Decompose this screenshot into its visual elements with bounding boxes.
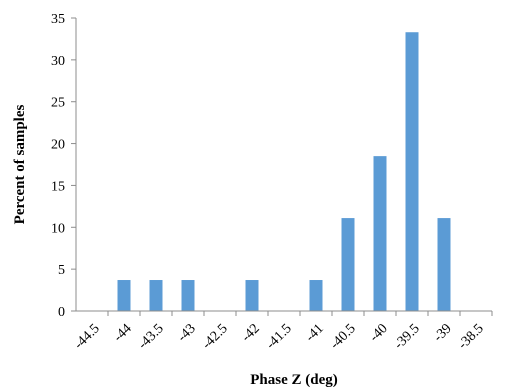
x-tick-label: -43 bbox=[175, 321, 199, 345]
x-axis-title: Phase Z (deg) bbox=[250, 372, 338, 388]
bar--40.5 bbox=[341, 218, 355, 311]
bars bbox=[117, 32, 451, 311]
y-tick-label: 10 bbox=[51, 221, 65, 236]
y-tick-label: 35 bbox=[51, 12, 65, 27]
bar--43 bbox=[181, 280, 195, 311]
x-tick-label: -41 bbox=[303, 321, 327, 345]
y-axis-ticks: 0 5 10 15 20 25 30 35 bbox=[51, 12, 76, 320]
bar--39.5 bbox=[405, 32, 419, 311]
bar--42 bbox=[245, 280, 259, 311]
y-tick-label: 20 bbox=[51, 138, 65, 153]
y-tick-label: 0 bbox=[58, 305, 65, 320]
x-tick-label: -39.5 bbox=[392, 321, 423, 352]
x-tick-label: -44.5 bbox=[72, 321, 103, 352]
x-axis-ticks: -44.5 -44 -43.5 -43 -42.5 -42 -41.5 -41 -40.5 -40… bbox=[72, 311, 493, 352]
x-tick-label: -41.5 bbox=[264, 321, 295, 352]
x-tick-label: -44 bbox=[111, 321, 135, 345]
y-axis-title: Percent of samples bbox=[12, 104, 28, 224]
bar--39 bbox=[437, 218, 451, 311]
bar--44 bbox=[117, 280, 131, 311]
x-tick-label: -43.5 bbox=[136, 321, 167, 352]
bar--41 bbox=[309, 280, 323, 311]
y-tick-label: 30 bbox=[51, 54, 65, 69]
y-tick-label: 15 bbox=[51, 179, 65, 194]
x-tick-label: -40.5 bbox=[328, 321, 359, 352]
y-tick-label: 5 bbox=[58, 263, 65, 278]
y-tick-label: 25 bbox=[51, 96, 65, 111]
x-tick-label: -42.5 bbox=[200, 321, 231, 352]
bar--40 bbox=[373, 156, 387, 311]
bar--43.5 bbox=[149, 280, 163, 311]
x-tick-label: -39 bbox=[431, 321, 455, 345]
x-tick-label: -42 bbox=[239, 321, 263, 345]
x-tick-label: -38.5 bbox=[456, 321, 487, 352]
x-tick-label: -40 bbox=[367, 321, 391, 345]
